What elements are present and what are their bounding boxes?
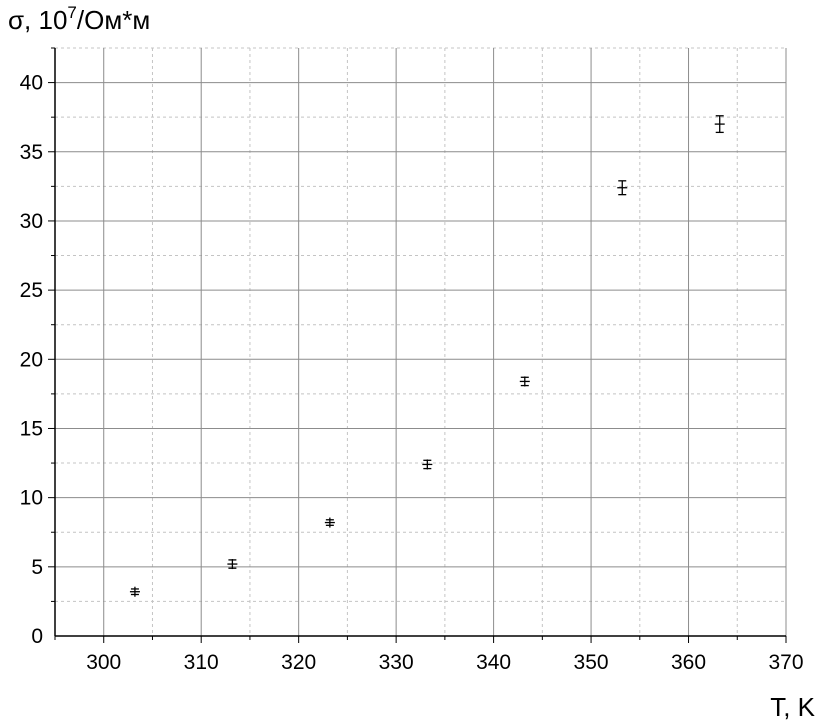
y-tick-label: 40 xyxy=(20,72,43,95)
y-axis-title-unit: /Ом*м xyxy=(77,5,150,35)
y-tick-label: 25 xyxy=(20,279,43,302)
y-tick-label: 5 xyxy=(31,556,43,579)
x-tick-label: 340 xyxy=(476,651,511,674)
x-tick-label: 300 xyxy=(86,651,121,674)
data-point xyxy=(617,180,628,196)
y-axis-title-base: σ, 10 xyxy=(8,5,67,35)
x-tick-label: 370 xyxy=(768,651,803,674)
x-tick-label: 350 xyxy=(574,651,609,674)
x-tick-label: 310 xyxy=(184,651,219,674)
y-tick-label: 10 xyxy=(20,487,43,510)
data-point xyxy=(324,517,335,528)
grid xyxy=(54,47,787,636)
axes xyxy=(54,48,786,637)
x-tick-label: 320 xyxy=(281,651,316,674)
data-points xyxy=(129,115,725,597)
data-point xyxy=(519,376,530,387)
y-axis-title-exponent: 7 xyxy=(67,3,76,22)
ticks: 0 5 10 15 20 25 30 35 40 300 310 320 330 340 350 360 370 xyxy=(20,47,804,674)
x-axis-title: T, K xyxy=(770,692,815,722)
y-tick-label: 30 xyxy=(20,210,43,233)
y-tick-label: 15 xyxy=(20,417,43,440)
data-point xyxy=(714,115,725,134)
y-tick-label: 35 xyxy=(20,141,43,164)
data-point xyxy=(422,459,433,470)
x-tick-label: 360 xyxy=(671,651,706,674)
y-tick-label: 20 xyxy=(20,348,43,371)
y-axis-title: σ, 107/Ом*м xyxy=(8,3,150,35)
y-tick-label: 0 xyxy=(31,625,43,648)
x-tick-label: 330 xyxy=(379,651,414,674)
data-point xyxy=(129,586,140,597)
data-point xyxy=(227,559,238,570)
